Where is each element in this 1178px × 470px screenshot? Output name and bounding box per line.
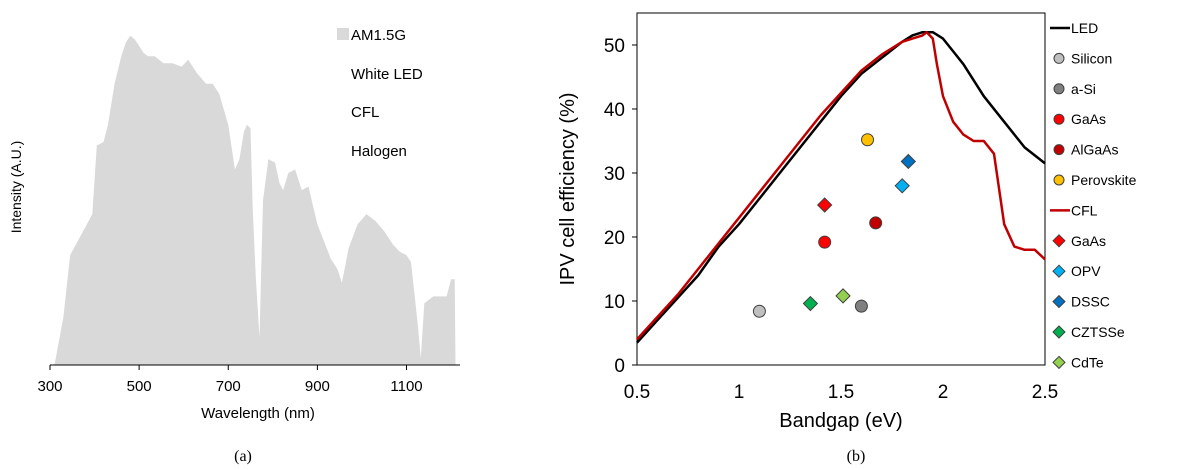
panel-b-series bbox=[636, 30, 1046, 344]
data-point-cztsse-diamond bbox=[802, 295, 819, 312]
panel-b-caption: (b) bbox=[847, 448, 866, 465]
panel-a-caption: (a) bbox=[234, 448, 252, 465]
panel-b-legend-label-silicon: Silicon bbox=[1071, 50, 1112, 66]
panel-b-legend-symbol-dssc-diamond bbox=[1052, 294, 1066, 309]
panel-b-y-tick-label: 30 bbox=[604, 164, 625, 185]
panel-a-x-ticks: 300 500 700 900 1100 bbox=[37, 365, 423, 395]
panel-b-y-ticks: 0 10 20 30 40 50 bbox=[604, 36, 637, 377]
panel-a-x-axis-label: Wavelength (nm) bbox=[201, 405, 315, 422]
panel-b-plot-frame bbox=[636, 12, 1046, 366]
panel-b-legend-symbol-gaas-diamond bbox=[1052, 234, 1066, 248]
panel-a-y-axis-label: Intensity (A.U.) bbox=[8, 141, 24, 234]
panel-b-y-tick-label: 50 bbox=[604, 36, 625, 57]
panel-b-legend-symbol-cztsse-diamond bbox=[1052, 325, 1066, 339]
data-point-dssc-diamond bbox=[900, 153, 917, 170]
panel-a-legend-swatch-am1-5g bbox=[337, 28, 349, 40]
data-point-opv-diamond bbox=[894, 178, 910, 194]
panel-b-y-tick-label: 10 bbox=[604, 292, 625, 313]
data-point-algaas-circle bbox=[869, 216, 883, 230]
panel-b-x-tick-label: 2.5 bbox=[1032, 382, 1058, 403]
panel-b-legend-label-cdte: CdTe bbox=[1071, 354, 1104, 370]
data-point-gaas-circle bbox=[818, 235, 832, 249]
panel-a-x-tick-label: 900 bbox=[305, 378, 330, 395]
panel-b-legend: LED Silicon a-Si GaAs AlGaAs Perovskite CFL GaA… bbox=[1050, 20, 1137, 370]
panel-b-legend-symbol-a-si-circle bbox=[1053, 83, 1065, 95]
panel-a-x-tick-label: 500 bbox=[127, 378, 152, 395]
panel-b-y-axis-label: IPV cell efficiency (%) bbox=[557, 92, 579, 285]
data-point-a-si-circle bbox=[854, 299, 868, 313]
panel-b-legend-label-cfl: CFL bbox=[1071, 202, 1098, 218]
panel-b-y-tick-label: 40 bbox=[604, 100, 625, 121]
panel-b-legend-symbol-gaas-circle bbox=[1053, 113, 1065, 125]
panel-b-x-tick-label: 2 bbox=[938, 382, 949, 403]
panel-b-x-tick-label: 0.5 bbox=[624, 382, 650, 403]
panel-b-x-tick-label: 1.5 bbox=[828, 382, 854, 403]
panel-b-legend-label-algaas: AlGaAs bbox=[1071, 142, 1118, 158]
panel-a-legend-label-white-led: White LED bbox=[351, 66, 423, 83]
panel-a: 300 500 700 900 1100 Wavelength (nm) Intensi… bbox=[8, 27, 460, 465]
panel-a-legend: AM1.5G White LED CFL Halogen bbox=[337, 27, 423, 160]
panel-b-x-tick-label: 1 bbox=[734, 382, 745, 403]
panel-b-legend-symbol-perovskite-circle bbox=[1053, 174, 1065, 186]
panel-b-legend-label-dssc: DSSC bbox=[1071, 294, 1110, 310]
panel-b-legend-label-led: LED bbox=[1071, 20, 1098, 36]
panel-b-legend-symbol-algaas-circle bbox=[1053, 144, 1065, 156]
am15g-spectrum-area bbox=[54, 35, 456, 365]
panel-b-legend-label-gaas: GaAs bbox=[1071, 233, 1106, 249]
data-point-gaas-diamond bbox=[816, 197, 833, 213]
panel-b: 0.5 1 1.5 2 2.5 0 10 20 30 40 50 Bandgap (eV) IPV… bbox=[557, 12, 1137, 465]
series-line-cfl bbox=[636, 30, 1046, 341]
panel-b-legend-label-gaas: GaAs bbox=[1071, 111, 1106, 127]
series-line-led bbox=[636, 30, 1046, 344]
panel-b-y-tick-label: 20 bbox=[604, 228, 625, 249]
panel-b-legend-symbol-cdte-diamond bbox=[1052, 355, 1066, 370]
panel-a-legend-label-halogen: Halogen bbox=[351, 143, 407, 160]
panel-a-x-tick-label: 300 bbox=[37, 378, 62, 395]
data-point-cdte-diamond bbox=[835, 288, 851, 304]
panel-b-legend-symbol-silicon-circle bbox=[1053, 52, 1065, 64]
panel-b-legend-label-opv: OPV bbox=[1071, 263, 1101, 279]
data-point-perovskite-circle bbox=[861, 133, 875, 147]
panel-b-y-tick-label: 0 bbox=[614, 356, 625, 377]
data-point-silicon-circle bbox=[752, 304, 766, 318]
panel-b-x-ticks: 0.5 1 1.5 2 2.5 bbox=[624, 382, 1058, 403]
panel-a-x-tick-label: 1100 bbox=[390, 378, 422, 395]
panel-b-legend-symbol-opv-diamond bbox=[1052, 264, 1066, 278]
panel-b-legend-label-perovskite: Perovskite bbox=[1071, 172, 1137, 188]
panel-a-legend-label-cfl: CFL bbox=[351, 104, 379, 121]
panel-b-legend-label-a-si: a-Si bbox=[1071, 81, 1096, 97]
panel-a-legend-label-am1-5g: AM1.5G bbox=[351, 27, 406, 44]
panel-b-legend-label-cztsse: CZTSSe bbox=[1071, 324, 1125, 340]
panel-b-x-axis-label: Bandgap (eV) bbox=[779, 410, 902, 432]
panel-a-x-tick-label: 700 bbox=[216, 378, 241, 395]
